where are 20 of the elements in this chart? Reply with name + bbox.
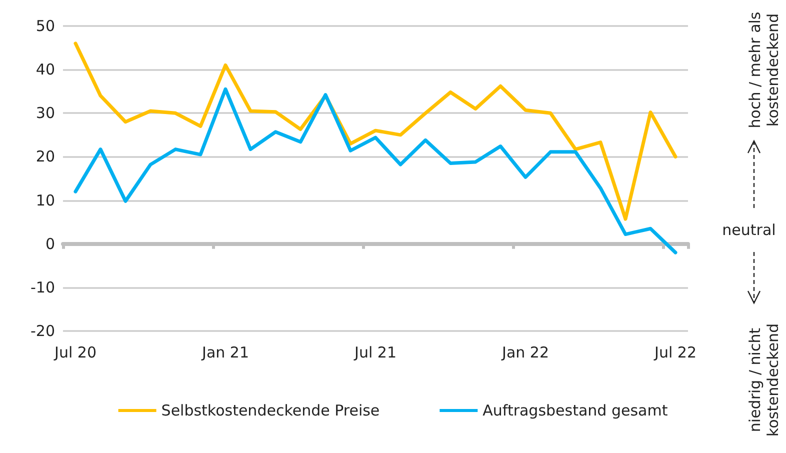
y-tick-label: 20 bbox=[36, 148, 55, 166]
legend-label: Selbstkostendeckende Preise bbox=[161, 402, 380, 420]
x-tick-label: Jul 22 bbox=[654, 344, 696, 362]
line-series bbox=[74, 42, 678, 221]
y-tick-label: 0 bbox=[45, 234, 55, 253]
text: niedrig / nicht kostendeckend bbox=[746, 323, 782, 437]
x-tick-label: Jul 21 bbox=[354, 344, 396, 362]
x-tick-label: Jan 22 bbox=[501, 344, 549, 362]
legend-label: Auftragsbestand gesamt bbox=[482, 402, 668, 420]
y-tick-label: 30 bbox=[36, 104, 55, 122]
y-tick-label: 10 bbox=[36, 191, 55, 210]
y-tick-label: -10 bbox=[30, 278, 55, 296]
text: hoch / mehr als kostendeckend bbox=[746, 12, 782, 128]
line-series bbox=[74, 87, 678, 254]
x-tick-label: Jan 21 bbox=[201, 344, 249, 362]
y-tick-label: -20 bbox=[30, 322, 55, 340]
y-tick-label: 40 bbox=[36, 60, 55, 79]
x-tick-label: Jul 20 bbox=[54, 344, 96, 362]
text: neutral bbox=[722, 221, 776, 239]
y-tick-label: 50 bbox=[36, 17, 55, 35]
